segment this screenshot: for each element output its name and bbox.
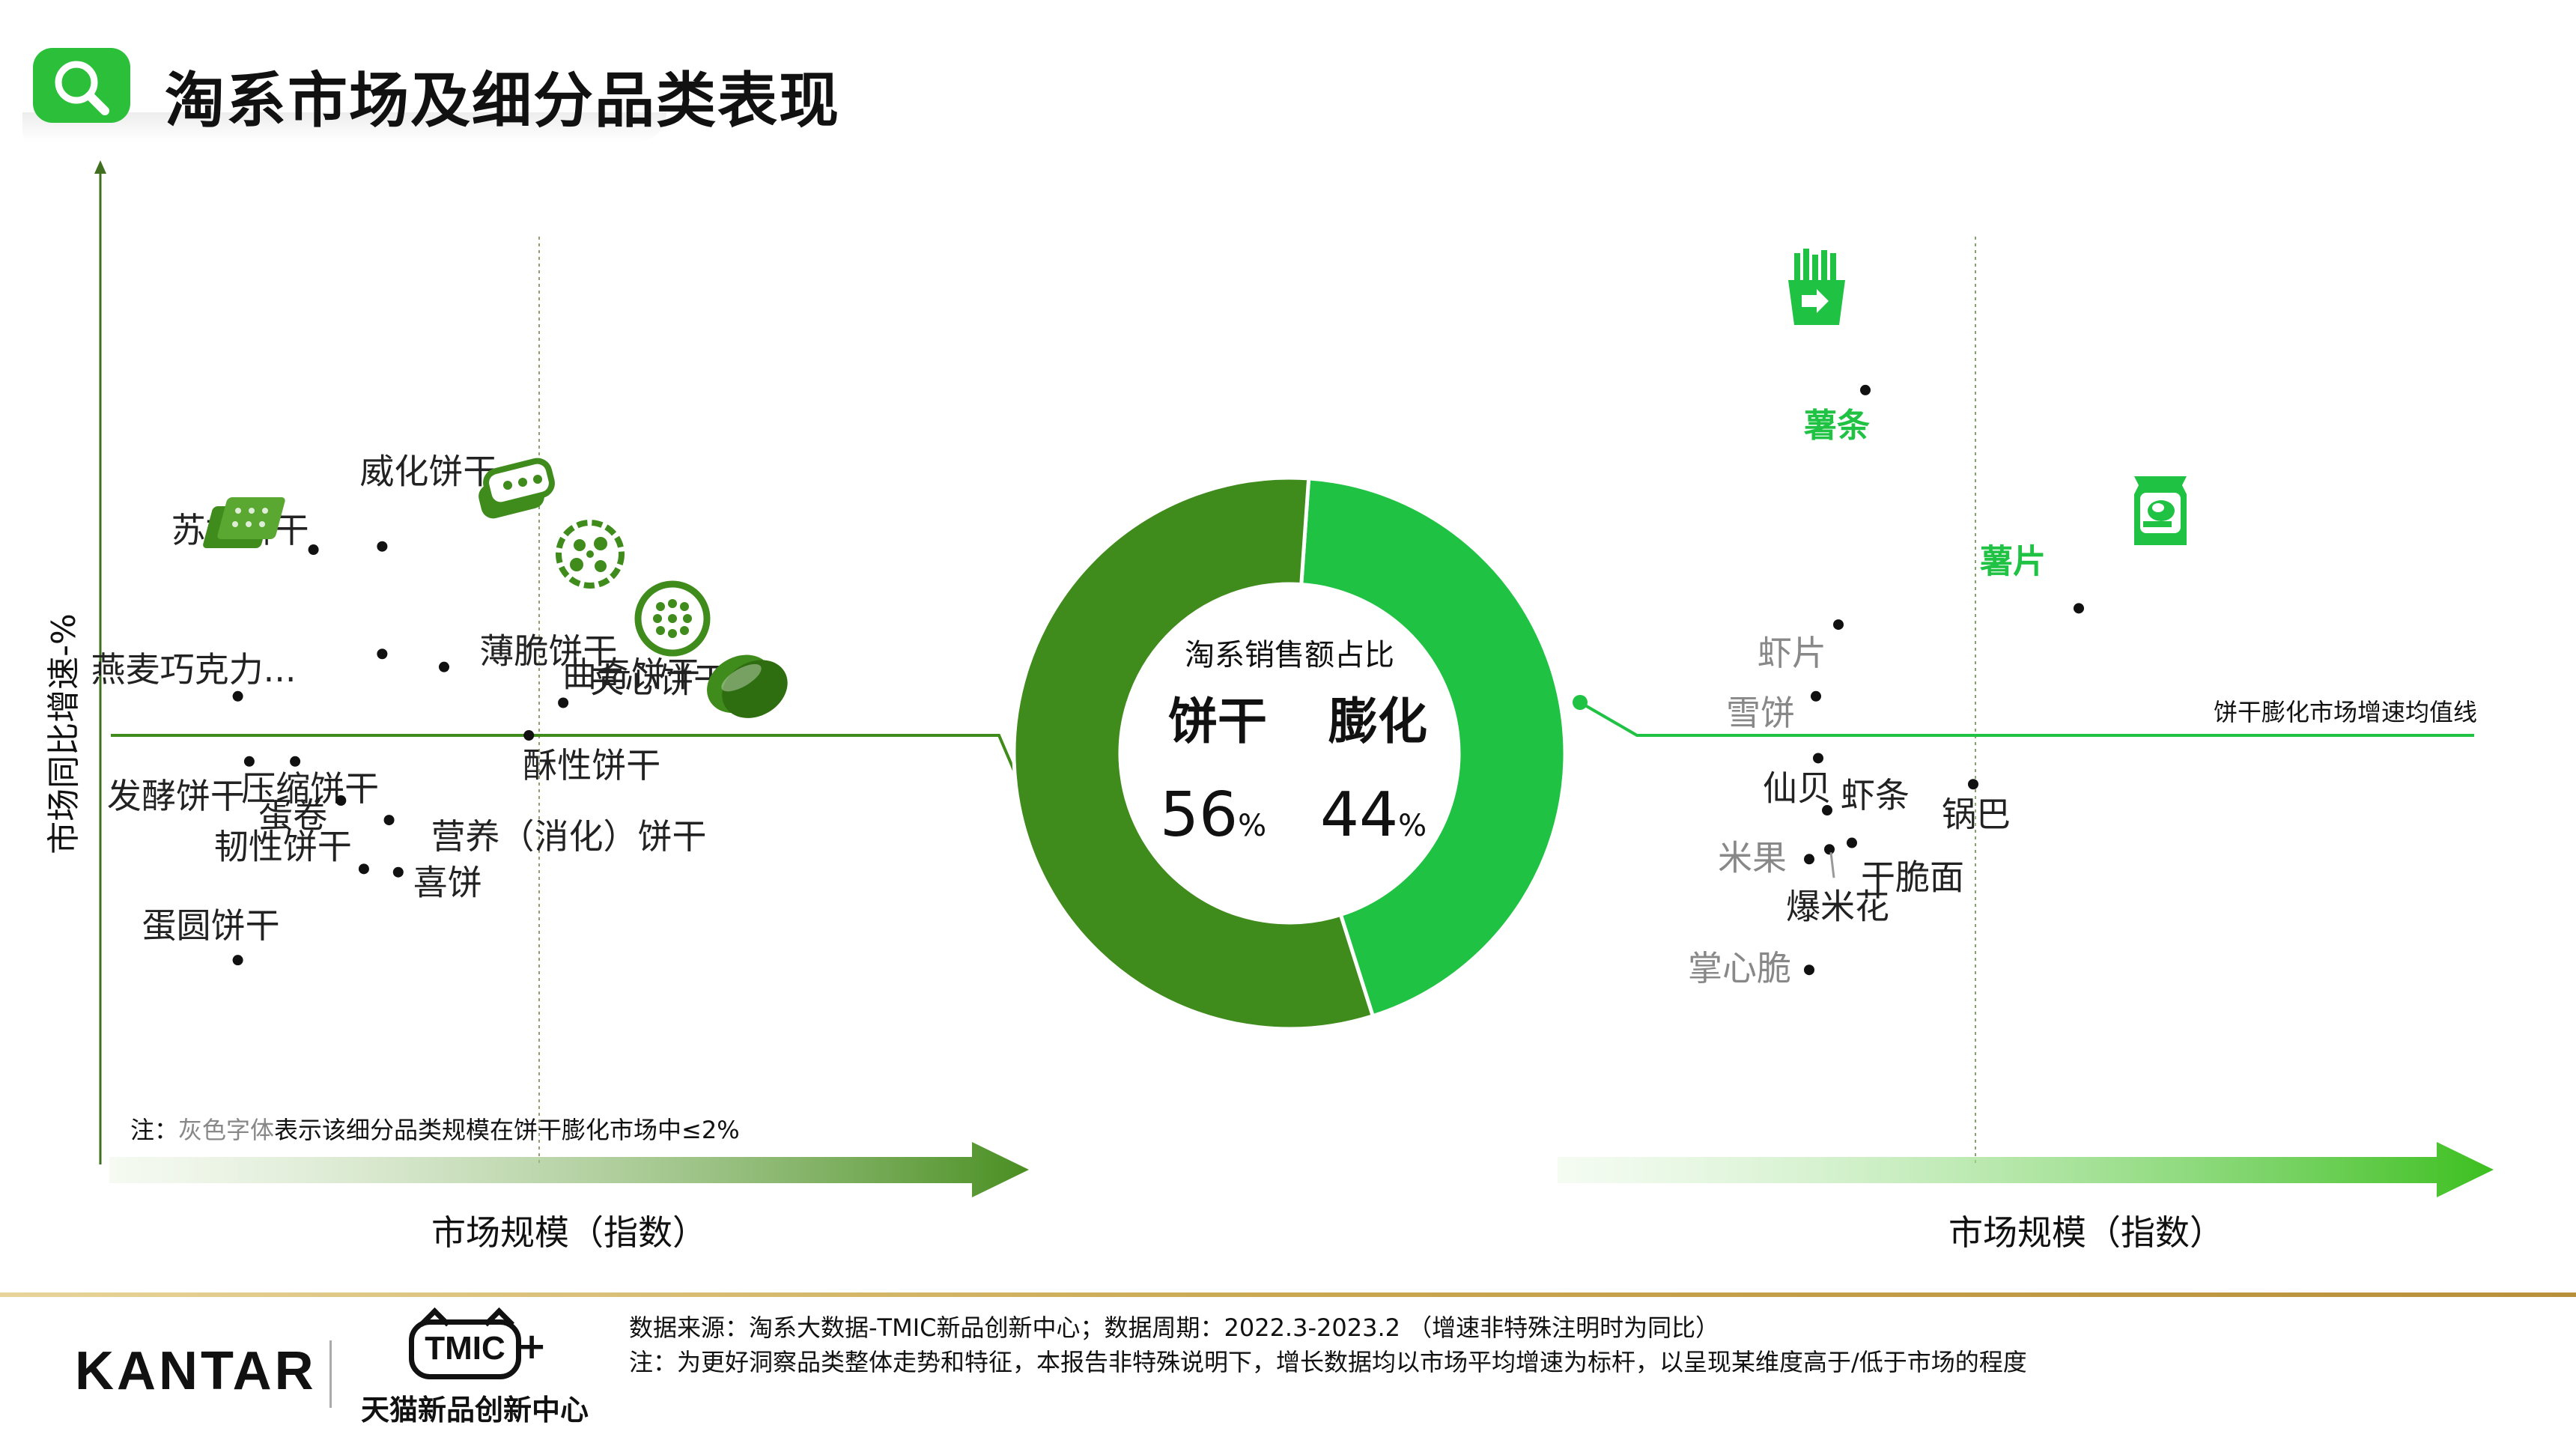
donut-value-label: 44% [1320,780,1427,851]
point-label: 锅巴 [1942,794,2011,834]
left-x-axis-label: 市场规模（指数） [431,1212,707,1253]
point-label: 韧性饼干 [214,826,352,866]
note-suffix: 表示该细分品类规模在饼干膨化市场中≤2% [274,1116,740,1144]
scatter-point [1968,779,1978,790]
point-label: 薄脆饼干 [479,631,617,671]
scatter-point [392,866,404,878]
tmic-logo-plus: + [517,1325,547,1367]
scatter-point [290,756,301,767]
cracker-icon [203,497,285,548]
scatter-point [383,815,395,826]
scatter-point [232,955,243,966]
scatter-point [1847,837,1857,848]
scatter-point [523,730,535,741]
average-line-label: 饼干膨化市场增速均值线 [2214,698,2477,726]
tmic-name: 天猫新品创新中心 [361,1394,589,1427]
page-title: 淘系市场及细分品类表现 [165,66,840,136]
point-label: 雪饼 [1726,693,1795,733]
kantar-logo: KANTAR [75,1341,317,1401]
point-label: 酥性饼干 [523,745,660,786]
footer-logo-divider [329,1340,332,1408]
donut-title: 淘系销售额占比 [1185,638,1394,672]
point-label: 威化饼干 [359,452,497,492]
data-source-note: 数据来源：淘系大数据-TMIC新品创新中心；数据周期：2022.3-2023.2… [629,1313,1720,1342]
donut-slice-puffed [1299,476,1567,1018]
scatter-point [558,697,569,708]
donut-slice-biscuit [1012,476,1376,1031]
y-axis-label: 市场同比增速-% [45,613,83,854]
point-label: 燕麦巧克力... [91,649,297,690]
point-label: 掌心脆 [1688,948,1791,988]
sandwich-biscuit-icon [707,654,788,718]
point-label: 虾条 [1841,775,1910,815]
wafer-icon [479,458,555,519]
point-label: 曲奇饼干 [562,654,700,695]
scatter-point [1833,619,1844,631]
point-label: 仙贝 [1763,768,1832,808]
scatter-point [439,661,449,672]
tmic-logo: TMIC [409,1319,521,1379]
biscuit-scatter: 苏打饼干威化饼干薄脆饼干曲奇饼干燕麦巧克力...夹心饼干酥性饼干发酵饼干压缩饼干… [91,452,728,966]
scatter-point [1811,690,1821,702]
scatter-point [232,690,243,702]
point-label: 喜饼 [413,863,482,903]
scatter-point [377,541,388,552]
point-label: 蛋圆饼干 [142,905,280,946]
point-label: 干脆面 [1861,857,1964,898]
right-average-line [1579,701,2474,737]
scatter-point [1860,384,1871,395]
point-label: 薯条 [1804,407,1870,445]
note-gray-text: 灰色字体 [178,1116,274,1144]
left-y-axis-arrow [94,160,106,174]
left-x-axis-arrow [109,1142,1029,1197]
title-shadow [22,112,666,142]
point-label: 压缩饼干 [241,768,379,809]
label-leader-line [1829,852,1835,878]
scatter-point [1822,805,1832,816]
scatter-point [1804,854,1814,865]
scatter-point [1813,753,1823,764]
scatter-point [1804,965,1814,976]
fries-icon [1788,249,1845,325]
point-label: 发酵饼干 [107,776,245,816]
scatter-point [377,648,388,660]
search-icon [55,61,109,115]
crispy-biscuit-icon [556,520,625,589]
scatter-point [335,795,347,806]
note-prefix: 注： [130,1116,178,1144]
right-connector-dot [1573,695,1588,710]
scatter-point [243,756,255,767]
point-label: 虾片 [1758,633,1826,673]
donut-category-label: 膨化 [1328,693,1427,750]
donut-value-unit: % [1238,809,1266,843]
point-label: 爆米花 [1786,886,1889,926]
scatter-point [358,863,369,875]
point-label: 薯片 [1980,542,2046,580]
donut-category-label: 饼干 [1168,693,1267,750]
right-x-axis-arrow [1558,1142,2494,1197]
point-label: 蛋卷 [258,795,327,836]
left-chart-note: 注：灰色字体表示该细分品类规模在饼干膨化市场中≤2% [130,1116,740,1144]
chips-icon [2134,476,2187,545]
right-x-axis-label: 市场规模（指数） [1948,1212,2224,1253]
point-label: 营养（消化）饼干 [431,816,707,857]
scatter-point [1824,844,1835,855]
cookie-icon [634,580,711,657]
donut-value-unit: % [1398,809,1427,843]
scatter-point [308,544,319,556]
point-label: 米果 [1718,837,1787,878]
title-badge [33,48,130,123]
footer-divider-line [0,1292,2576,1297]
point-label: 夹心饼干 [590,660,728,701]
donut-value-label: 56% [1160,780,1266,851]
methodology-note: 注：为更好洞察品类整体走势和特征，本报告非特殊说明下，增长数据均以市场平均增速为… [629,1348,2027,1376]
scatter-point [2074,603,2084,614]
